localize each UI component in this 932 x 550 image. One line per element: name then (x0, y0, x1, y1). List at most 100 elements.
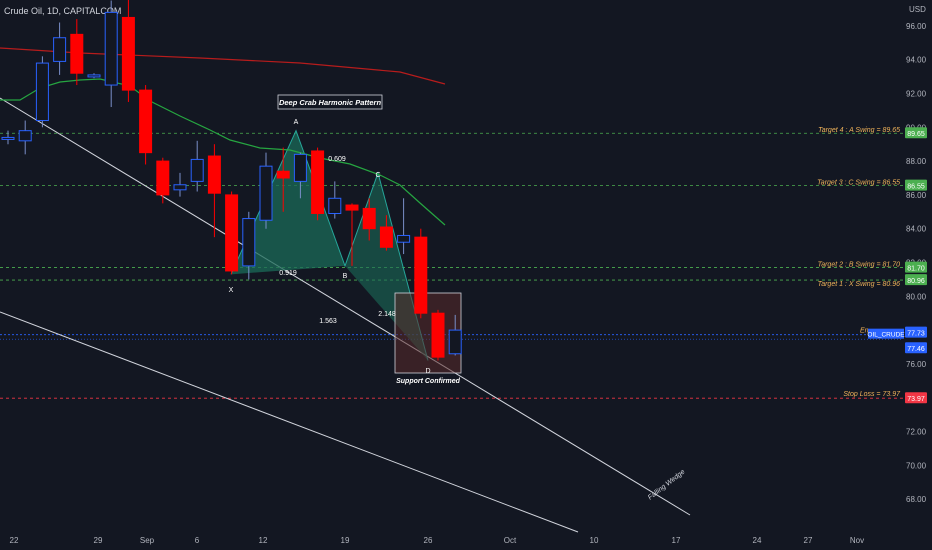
candle-body (121, 16, 135, 91)
candle-body (328, 197, 342, 214)
candle (156, 157, 170, 204)
candle (345, 203, 359, 266)
entry-tag: 77.73 (905, 326, 927, 338)
point-d-label: D (425, 368, 430, 375)
candle-body (293, 153, 307, 182)
price-tags: 89.65 86.55 81.70 80.96 77.73 77.46 73.97 (905, 127, 927, 404)
stop-loss-label: Stop Loss = 73.97 (843, 391, 901, 398)
candle (18, 120, 32, 155)
x-tick-label: 26 (424, 536, 433, 545)
current-price-tag-bg (905, 342, 927, 354)
candle-body (18, 130, 32, 142)
target-tag: 81.70 (905, 261, 927, 273)
candle-body (379, 226, 393, 248)
symbol-badge-bg (868, 328, 904, 339)
candle-body (156, 160, 170, 196)
y-tick-label: 80.00 (906, 292, 927, 301)
target-label: Target 2 : B Swing = 81.70 (818, 262, 901, 269)
candle (242, 211, 256, 280)
annotations: Deep Crab Harmonic Pattern A X B C D 0.919 0.60… (229, 94, 905, 398)
candle-body (104, 11, 118, 86)
target-tag-text: 89.65 (907, 131, 925, 138)
target-label: Target 4 : A Swing = 89.65 (818, 127, 900, 134)
candle (87, 73, 101, 79)
x-tick-label: 10 (590, 536, 599, 545)
candle (431, 309, 445, 361)
candle (379, 215, 393, 251)
target-tag-text: 81.70 (907, 266, 925, 273)
candle (1, 130, 15, 145)
candle-body (311, 150, 325, 214)
candle (328, 181, 342, 219)
target-tag-text: 80.96 (907, 278, 925, 285)
x-tick-label: Nov (850, 536, 864, 545)
pattern-title-frame (277, 94, 383, 110)
point-a-label: A (294, 119, 299, 126)
candle (448, 314, 462, 356)
candle-body (225, 194, 239, 272)
target-label: Target 3 : C Swing = 86.55 (817, 180, 900, 187)
moving-averages (0, 47, 446, 226)
pattern-xab (231, 130, 345, 275)
target-tag: 80.96 (905, 274, 927, 286)
pattern-legs (230, 129, 429, 361)
x-tick-label: 27 (804, 536, 813, 545)
x-tick-label: 12 (259, 536, 268, 545)
target-tag-bg (905, 274, 927, 286)
wedge-label: Falling Wedge (647, 469, 687, 502)
candle (53, 22, 67, 75)
y-tick-label: 68.00 (906, 495, 927, 504)
candle (259, 152, 273, 229)
x-tick-label: 19 (341, 536, 350, 545)
y-tick-label: 86.00 (906, 191, 927, 200)
x-tick-label: 17 (672, 536, 681, 545)
candle-body (190, 158, 204, 182)
candles (1, 0, 462, 361)
target-label: Target 1 : X Swing = 80.96 (818, 281, 901, 288)
candle-body (431, 312, 445, 358)
candle-body (259, 165, 273, 221)
candle (190, 140, 204, 192)
candle (362, 198, 376, 241)
y-tick-label: 70.00 (906, 461, 927, 470)
candle (225, 191, 239, 275)
candle-body (345, 204, 359, 211)
y-tick-label: 76.00 (906, 360, 927, 369)
stop-loss-tag-text: 73.97 (907, 396, 925, 403)
point-x-label: X (229, 287, 234, 294)
ratio-abc: 0.609 (328, 156, 346, 163)
candle-body (70, 33, 84, 74)
ma-green (0, 78, 446, 226)
target-tag-bg (905, 127, 927, 139)
support-label: Support Confirmed (396, 378, 460, 385)
candle (311, 147, 325, 221)
candle (276, 147, 290, 212)
target-tag-bg (905, 179, 927, 191)
y-tick-label: 84.00 (906, 225, 927, 234)
current-price-tag-text: 77.46 (907, 346, 925, 353)
candle-body (448, 329, 462, 355)
x-tick-label: Oct (504, 536, 517, 545)
x-tick-label: 24 (753, 536, 762, 545)
y-tick-label: 96.00 (906, 22, 927, 31)
ratio-xab: 0.919 (279, 270, 297, 277)
current-price-tag: 77.46 (905, 342, 927, 354)
candle-body (1, 136, 15, 140)
candle-body (139, 89, 153, 154)
point-b-label: B (343, 273, 348, 280)
candle-body (53, 37, 67, 62)
x-tick-label: 22 (10, 536, 19, 545)
ma-red (0, 47, 446, 85)
target-tag: 86.55 (905, 179, 927, 191)
candle (207, 144, 221, 238)
candle-body (35, 62, 49, 122)
candle (35, 56, 49, 128)
entry-tag-bg (905, 326, 927, 338)
ratio-bcd: 2.148 (378, 311, 396, 318)
wedge-lower-line (0, 311, 579, 533)
symbol-badge: OIL_CRUDE (867, 328, 905, 339)
wedge-upper-line (0, 97, 691, 516)
stop-loss-tag-bg (905, 392, 927, 404)
target-tag: 89.65 (905, 127, 927, 139)
